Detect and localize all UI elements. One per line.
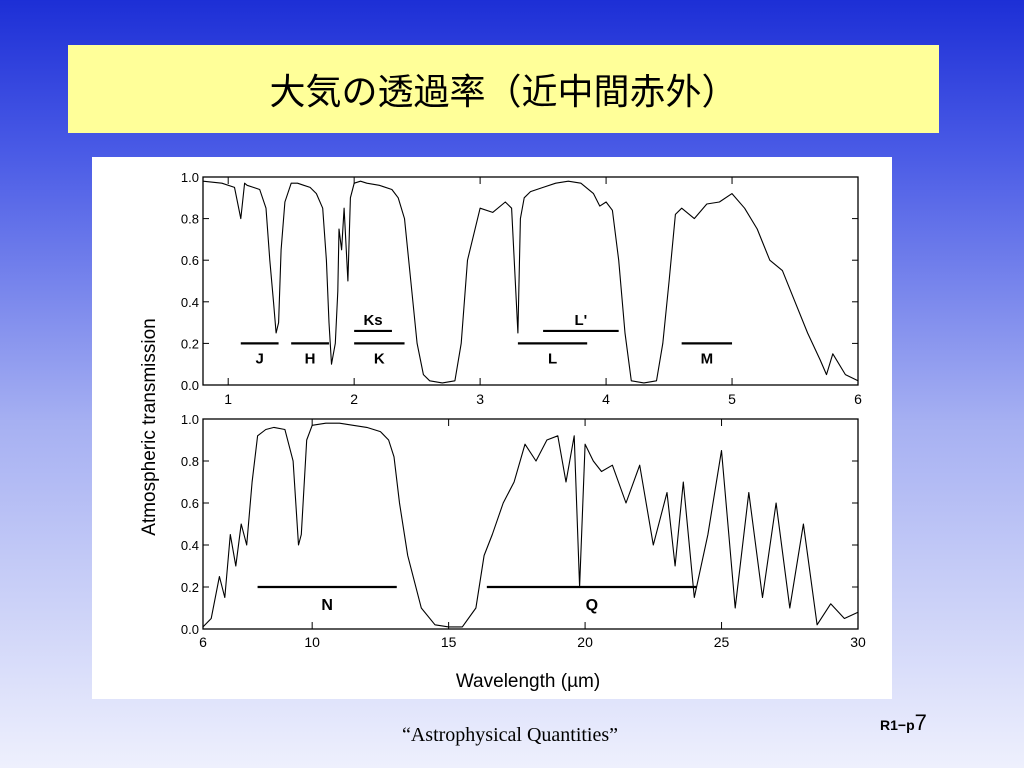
x-tick-label: 6 [854, 391, 862, 407]
band-label: Q [586, 597, 598, 614]
x-axis-label: Wavelength (µm) [456, 671, 600, 692]
y-tick-label: 0.6 [181, 496, 199, 511]
page-prefix: R1−p [880, 717, 915, 733]
x-tick-label: 2 [350, 391, 358, 407]
chart-area: 0.0 0.2 0.4 0.6 0.8 1.0 1 2 3 4 5 6 J H Ks K L' L M 0.0 0.2… [92, 157, 892, 699]
source-citation: “Astrophysical Quantities” [401, 724, 619, 746]
y-tick-label: 0.0 [181, 378, 199, 393]
y-tick-label: 0.8 [181, 212, 199, 227]
plot-frame [202, 176, 859, 386]
band-label: L [548, 350, 557, 367]
band-label: J [256, 350, 264, 367]
x-tick-label: 5 [728, 391, 736, 407]
slide-title: 大気の透過率（近中間赤外） [269, 72, 738, 113]
y-axis-label: Atmospheric transmission [139, 318, 160, 536]
y-tick-label: 0.4 [181, 538, 199, 553]
y-tick-label: 1.0 [181, 170, 199, 185]
band-label: M [701, 350, 714, 367]
y-tick-label: 0.2 [181, 580, 199, 595]
x-tick-label: 6 [199, 634, 207, 650]
x-tick-label: 4 [602, 391, 610, 407]
band-label: L' [575, 312, 588, 329]
top-panel: 0.0 0.2 0.4 0.6 0.8 1.0 1 2 3 4 5 6 J H Ks K L' L M [181, 170, 862, 407]
plot-frame [202, 418, 859, 630]
title-box: 大気の透過率（近中間赤外） [68, 45, 939, 133]
y-tick-label: 0.6 [181, 253, 199, 268]
transmission-line [202, 422, 859, 628]
bottom-panel: 0.0 0.2 0.4 0.6 0.8 1.0 6 10 15 20 25 30 N Q [181, 412, 866, 650]
y-tick-label: 0.0 [181, 622, 199, 637]
x-tick-label: 20 [577, 634, 593, 650]
band-label: K [374, 350, 385, 367]
transmission-line [202, 180, 859, 384]
x-tick-label: 15 [441, 634, 457, 650]
page-number: R1−p7 [880, 710, 927, 736]
x-tick-label: 1 [224, 391, 232, 407]
band-label: Ks [363, 312, 382, 329]
y-tick-label: 0.8 [181, 454, 199, 469]
band-label: N [321, 597, 333, 614]
x-tick-label: 30 [850, 634, 866, 650]
x-tick-label: 10 [304, 634, 320, 650]
y-tick-label: 0.4 [181, 295, 199, 310]
band-label: H [305, 350, 316, 367]
x-tick-label: 3 [476, 391, 484, 407]
y-tick-label: 0.2 [181, 336, 199, 351]
x-tick-label: 25 [714, 634, 730, 650]
transmission-chart: 0.0 0.2 0.4 0.6 0.8 1.0 1 2 3 4 5 6 J H Ks K L' L M 0.0 0.2… [139, 170, 866, 692]
page-number-value: 7 [914, 710, 927, 735]
y-tick-label: 1.0 [181, 412, 199, 427]
